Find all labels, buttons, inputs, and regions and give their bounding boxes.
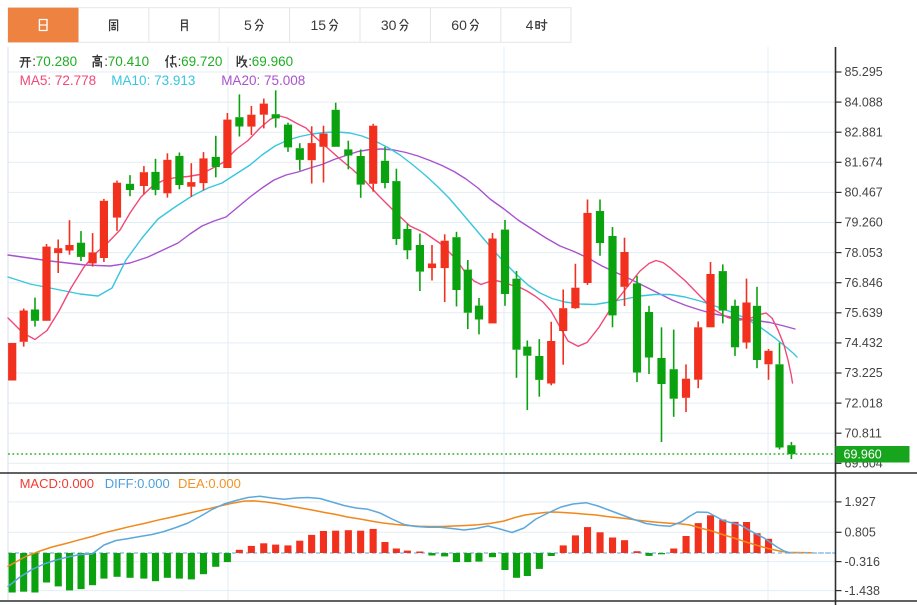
- svg-text:MA5: 72.778: MA5: 72.778: [20, 73, 97, 88]
- svg-text:4: 4: [526, 17, 534, 33]
- svg-text:5: 5: [244, 17, 252, 33]
- svg-text:MACD:0.000: MACD:0.000: [20, 476, 94, 491]
- svg-text:81.674: 81.674: [845, 156, 883, 170]
- svg-text:85.295: 85.295: [845, 65, 883, 79]
- svg-text:72.018: 72.018: [845, 396, 883, 410]
- svg-text:69.960: 69.960: [844, 448, 882, 462]
- svg-text:74.432: 74.432: [845, 336, 883, 350]
- svg-text::: :: [178, 54, 182, 69]
- svg-text:82.881: 82.881: [845, 125, 883, 139]
- svg-text::: :: [248, 54, 252, 69]
- svg-text:78.053: 78.053: [845, 246, 883, 260]
- svg-text:80.467: 80.467: [845, 186, 883, 200]
- svg-text:DIFF:0.000: DIFF:0.000: [105, 476, 170, 491]
- svg-text:15: 15: [311, 17, 327, 33]
- svg-text:75.639: 75.639: [845, 306, 883, 320]
- svg-text:60: 60: [451, 17, 467, 33]
- svg-text:69.720: 69.720: [181, 54, 222, 69]
- svg-text::: :: [104, 54, 108, 69]
- svg-text:84.088: 84.088: [845, 95, 883, 109]
- svg-text:76.846: 76.846: [845, 276, 883, 290]
- svg-text:1.927: 1.927: [845, 495, 876, 509]
- svg-text:73.225: 73.225: [845, 366, 883, 380]
- svg-text:0.805: 0.805: [845, 526, 876, 540]
- svg-text:70.811: 70.811: [845, 426, 882, 440]
- svg-text:70.280: 70.280: [36, 54, 77, 69]
- svg-text::: :: [32, 54, 36, 69]
- svg-text:DEA:0.000: DEA:0.000: [178, 476, 241, 491]
- svg-text:MA10: 73.913: MA10: 73.913: [111, 73, 195, 88]
- svg-text:30: 30: [381, 17, 397, 33]
- svg-text:69.960: 69.960: [252, 54, 293, 69]
- svg-text:79.260: 79.260: [845, 216, 883, 230]
- svg-text:70.410: 70.410: [108, 54, 149, 69]
- svg-text:-1.438: -1.438: [845, 584, 880, 598]
- svg-text:-0.316: -0.316: [845, 555, 880, 569]
- svg-text:MA20: 75.008: MA20: 75.008: [221, 73, 305, 88]
